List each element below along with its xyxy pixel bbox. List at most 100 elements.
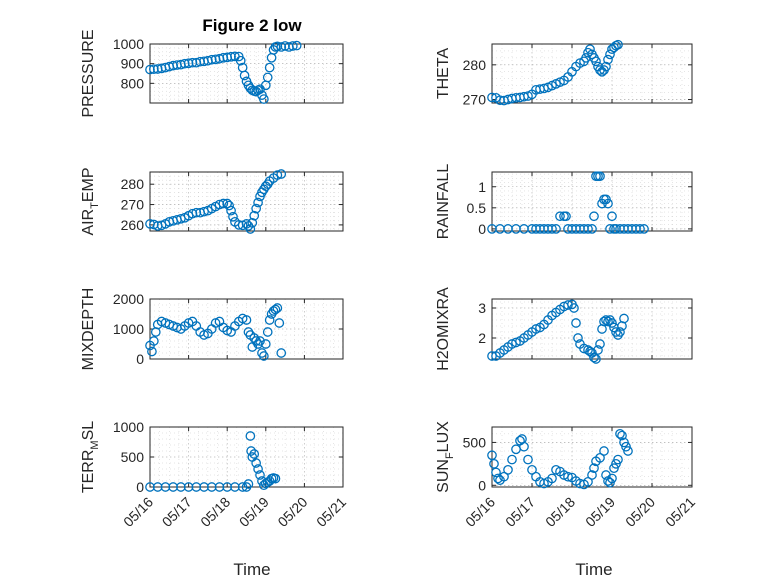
data-point	[255, 336, 265, 346]
terrmsl-panel: 0 500 1000 TERRMSL 05/16 05/17 05/18 05/19 05/20…	[80, 419, 349, 530]
y-tick-label: 500	[121, 449, 145, 465]
data-point	[563, 300, 573, 310]
data-point	[262, 72, 273, 83]
figure-title: Figure 2 low	[202, 16, 302, 35]
data-point	[593, 345, 603, 355]
data-point	[237, 482, 248, 492]
y-tick-label: 3	[478, 300, 486, 316]
ylabel-rest: SL	[80, 421, 97, 441]
rainfall-panel: 0 0.5 1 RAINFALL	[435, 164, 693, 240]
data-point	[266, 52, 277, 63]
data-point	[246, 446, 256, 456]
data-point	[214, 482, 225, 492]
axes-frame	[491, 426, 693, 488]
data-point	[230, 482, 240, 492]
data-point	[551, 224, 561, 234]
data-point	[149, 336, 159, 346]
y-tick-label: 0	[478, 477, 486, 493]
data-point	[280, 41, 290, 51]
data-point	[276, 348, 287, 358]
data-point	[291, 40, 302, 51]
data-point	[276, 42, 287, 52]
y-tick-label: 1	[478, 179, 486, 195]
y-tick-label: 1000	[113, 36, 144, 52]
y-tick-label: 0	[136, 351, 144, 367]
data-point	[491, 467, 501, 478]
x-tick-label: 05/18	[197, 494, 233, 530]
y-tick-label: 280	[463, 57, 487, 73]
data-point	[176, 482, 186, 492]
x-tick-label: 05/20	[622, 494, 658, 530]
data-point	[183, 482, 194, 492]
y-tick-label: 0	[478, 221, 486, 237]
data-point	[591, 56, 601, 67]
data-point	[255, 470, 265, 480]
data-point	[555, 211, 565, 222]
data-point	[183, 58, 194, 69]
data-point	[605, 315, 615, 325]
data-point	[561, 211, 571, 222]
data-point	[241, 315, 252, 325]
data-point	[601, 315, 611, 325]
airtemp-panel: 260 270 280 AIRTEMP	[80, 167, 344, 236]
ylabel-subscript: F	[444, 452, 456, 459]
data-point	[585, 44, 595, 55]
data-point	[168, 482, 179, 492]
ylabel-rest: EMP	[80, 167, 97, 202]
data-point	[587, 224, 597, 234]
data-point	[145, 482, 155, 492]
data-point	[243, 479, 254, 489]
y-tick-label: 500	[463, 434, 487, 450]
h2omixra-ylabel: H2OMIXRA	[435, 287, 452, 371]
x-tick-label: 05/19	[236, 494, 272, 530]
data-point	[259, 351, 269, 361]
data-point	[615, 327, 625, 337]
data-point	[245, 224, 256, 234]
y-tick-label: 0.5	[467, 200, 487, 216]
x-tick-label: 05/19	[582, 494, 618, 530]
x-tick-label: 05/17	[502, 494, 538, 530]
h2omixra-panel: 2 3 H2OMIXRA	[435, 287, 693, 371]
data-point	[218, 198, 229, 209]
data-point	[206, 482, 217, 492]
data-point	[262, 327, 273, 337]
data-point	[619, 313, 629, 324]
data-point	[272, 170, 283, 180]
data-point	[160, 482, 171, 492]
y-tick-label: 900	[121, 56, 145, 72]
data-point	[591, 354, 601, 364]
data-point	[595, 339, 605, 349]
x-tick-label: 05/16	[120, 494, 156, 530]
x-tick-label: 05/20	[274, 494, 310, 530]
data-point	[152, 482, 163, 492]
x-axis-label-right: Time	[575, 560, 612, 579]
data-point	[270, 304, 281, 315]
data-point	[253, 464, 263, 474]
data-point	[573, 333, 583, 343]
data-point	[147, 346, 157, 357]
data-point	[615, 429, 625, 439]
x-axis-label-left: Time	[233, 560, 270, 579]
y-tick-label: 2	[478, 330, 486, 346]
data-point	[547, 473, 557, 484]
y-tick-label: 260	[121, 217, 145, 233]
theta-ylabel: THETA	[435, 48, 452, 100]
data-point	[222, 482, 233, 492]
data-point	[239, 70, 250, 81]
data-point	[601, 61, 611, 72]
data-point	[547, 224, 557, 234]
rainfall-ylabel: RAINFALL	[435, 164, 452, 240]
data-point	[613, 330, 623, 340]
data-point	[503, 465, 513, 475]
data-point	[274, 318, 285, 328]
data-point	[595, 171, 605, 182]
y-tick-label: 270	[463, 92, 487, 108]
mixdepth-panel: 0 1000 2000 MIXDEPTH	[80, 288, 344, 370]
data-point	[617, 430, 627, 441]
data-point	[260, 339, 271, 349]
data-point	[224, 200, 234, 211]
data-point	[264, 315, 275, 325]
data-point	[519, 441, 529, 452]
data-point	[247, 218, 258, 228]
